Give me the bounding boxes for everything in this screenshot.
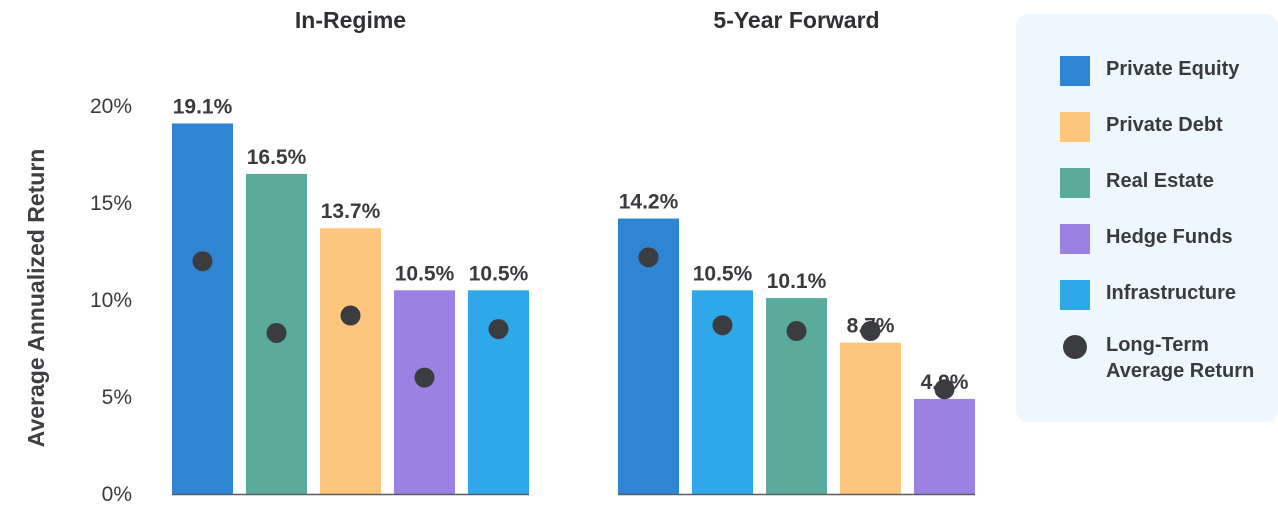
- legend-item: Real Estate: [1060, 168, 1214, 198]
- legend-label: Infrastructure: [1106, 282, 1237, 304]
- value-label: 10.5%: [693, 262, 753, 285]
- legend-label: Private Equity: [1106, 58, 1240, 80]
- long-term-avg-dot: [488, 319, 509, 340]
- legend: Private Equity Private Debt Real Estate Hed…: [1016, 14, 1278, 422]
- bar: [840, 342, 901, 494]
- y-axis-label: Average Annualized Return: [23, 149, 49, 448]
- value-label: 16.5%: [247, 146, 307, 169]
- long-term-avg-dot: [638, 247, 659, 268]
- group-titles: In-Regime 5-Year Forward: [295, 7, 880, 33]
- legend-label: Private Debt: [1106, 114, 1223, 136]
- value-label: 13.7%: [321, 200, 381, 223]
- long-term-avg-dot: [860, 321, 881, 342]
- bars: [172, 123, 975, 495]
- long-term-avg-dot: [712, 315, 733, 336]
- y-tick-label: 0%: [102, 483, 132, 506]
- y-axis: 0% 5% 10% 15% 20% Average Annualized Return: [23, 95, 132, 506]
- legend-swatch: [1060, 168, 1090, 198]
- long-term-dots: [192, 247, 955, 400]
- legend-swatch: [1060, 280, 1090, 310]
- legend-item: Infrastructure: [1060, 280, 1236, 310]
- legend-swatch: [1060, 112, 1090, 142]
- long-term-avg-dot: [786, 321, 807, 342]
- legend-item: Private Debt: [1060, 112, 1223, 142]
- value-label: 10.5%: [395, 262, 455, 285]
- value-label: 4.9%: [921, 371, 969, 394]
- value-label: 10.5%: [469, 262, 529, 285]
- bar: [914, 398, 975, 494]
- value-label: 14.2%: [619, 191, 679, 214]
- legend-swatch: [1060, 56, 1090, 86]
- legend-item: Long-Term Average Return: [1060, 332, 1278, 384]
- long-term-avg-dot: [266, 322, 287, 343]
- legend-label: Long-Term Average Return: [1106, 334, 1255, 382]
- y-tick-label: 5%: [102, 386, 132, 409]
- value-label: 8.7%: [847, 315, 895, 338]
- bar: [320, 228, 381, 494]
- value-label: 10.1%: [767, 270, 827, 293]
- long-term-avg-dot: [414, 367, 435, 388]
- bar: [394, 290, 455, 494]
- legend-item: Private Equity: [1060, 56, 1239, 86]
- y-tick-label: 15%: [90, 192, 132, 215]
- value-label: 19.1%: [173, 95, 233, 118]
- long-term-avg-dot: [934, 379, 955, 400]
- y-tick-label: 10%: [90, 289, 132, 312]
- bar: [172, 123, 233, 495]
- bar-chart: In-Regime 5-Year Forward 0% 5% 10% 15% 20% Ave…: [23, 7, 975, 506]
- group-title: In-Regime: [295, 7, 406, 33]
- group-title: 5-Year Forward: [713, 7, 879, 33]
- long-term-avg-dot: [340, 305, 361, 326]
- legend-swatch: [1060, 224, 1090, 254]
- legend-dot: [1063, 335, 1087, 359]
- legend-label: Hedge Funds: [1106, 226, 1233, 248]
- value-labels: 19.1% 16.5% 13.7% 10.5% 10.5% 14.2% 10.5% 10.1%…: [173, 95, 969, 393]
- long-term-avg-dot: [192, 251, 213, 272]
- legend-label: Real Estate: [1106, 170, 1214, 192]
- y-tick-label: 20%: [90, 95, 132, 118]
- legend-item: Hedge Funds: [1060, 224, 1233, 254]
